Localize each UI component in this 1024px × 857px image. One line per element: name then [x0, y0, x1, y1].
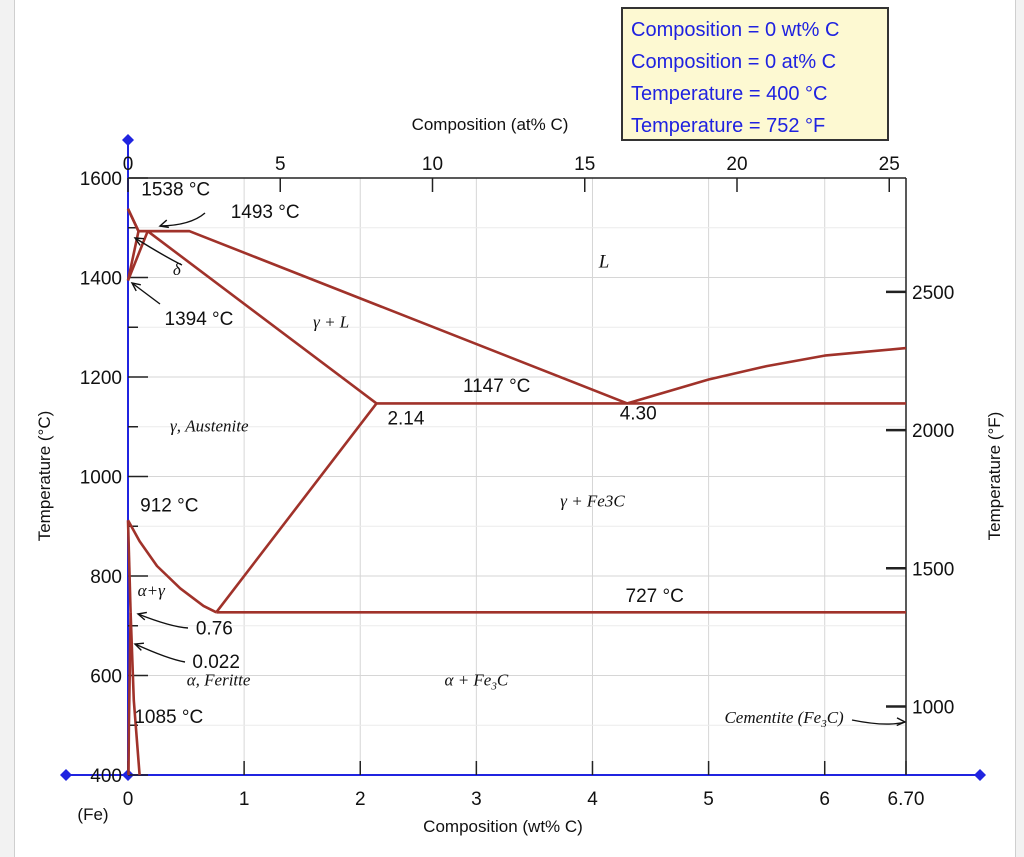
y-tick-label: 1600	[80, 169, 122, 190]
phase-boundary-liquidus-left	[126, 208, 628, 405]
x-tick-label: 5	[703, 789, 714, 810]
phase-label: α + Fe3C	[445, 670, 509, 692]
y-tick-label: 800	[90, 567, 122, 588]
phase-boundary-acm-line	[215, 402, 378, 614]
top-tick-label: 20	[726, 154, 747, 175]
phase-boundary-alpha-solvus-2	[129, 612, 141, 776]
pointer-0022-head	[133, 642, 145, 651]
y-tick-label: 400	[90, 766, 122, 787]
y-tick-label: 1000	[80, 468, 122, 489]
annotation-label: 1538 °C	[141, 179, 210, 200]
phase-label: L	[598, 252, 610, 273]
y-tick-label: 1200	[80, 368, 122, 389]
annotation-label: 1493 °C	[231, 202, 300, 223]
x-tick-label: 6.70	[888, 789, 925, 810]
annotation-label: 912 °C	[140, 495, 198, 516]
app-frame	[14, 0, 1016, 857]
readout-composition-at: Composition = 0 at% C	[631, 51, 837, 73]
pointer-1493	[159, 212, 206, 227]
phase-label: γ + Fe3C	[560, 491, 625, 510]
phase-boundary-gamma-solidus	[146, 230, 378, 405]
y-tick-label: 1400	[80, 269, 122, 290]
annotation-label: 0.76	[196, 619, 233, 640]
x-tick-label: 0	[123, 789, 134, 810]
value-readout-panel: Composition = 0 wt% C Composition = 0 at…	[621, 7, 889, 141]
pointer-cementite-head	[896, 717, 907, 727]
annotation-label: 0.022	[192, 652, 240, 673]
pointer-1493-head	[158, 219, 169, 229]
right-tick-label: 1500	[912, 559, 954, 580]
axis-handle-diamond	[60, 769, 72, 781]
axis-handle-diamond	[122, 134, 134, 146]
annotation-label: 727 °C	[626, 586, 684, 607]
annotation-label: 4.30	[620, 403, 657, 424]
pointer-cementite	[851, 719, 906, 725]
annotation-label: 2.14	[387, 408, 424, 429]
axis-handle-diamond	[974, 769, 986, 781]
top-tick-label: 25	[879, 154, 900, 175]
y-tick-label: 600	[90, 667, 122, 688]
x-tick-label: 2	[355, 789, 366, 810]
x-tick-label: 4	[587, 789, 598, 810]
phase-boundary-delta-gamma-lower	[126, 230, 149, 281]
phase-label: γ, Austenite	[170, 417, 249, 436]
readout-temperature-f: Temperature = 752 °F	[631, 115, 826, 137]
right-tick-label: 1000	[912, 697, 954, 718]
top-axis-title: Composition (at% C)	[412, 115, 569, 134]
top-tick-label: 5	[275, 154, 286, 175]
phase-label: γ + L	[313, 312, 349, 331]
pointer-delta-head	[133, 237, 145, 246]
readout-temperature-c: Temperature = 400 °C	[631, 83, 828, 105]
annotation-label: 1147 °C	[463, 376, 530, 397]
top-tick-label: 0	[123, 154, 134, 175]
phase-label: α+γ	[138, 581, 166, 600]
pointer-1394	[131, 282, 161, 305]
phase-label: α, Feritte	[187, 670, 251, 689]
top-tick-label: 15	[574, 154, 595, 175]
phase-label: Cementite (Fe3C)	[724, 708, 844, 730]
phase-boundary-a3-line	[126, 519, 217, 614]
annotation-label: 1394 °C	[165, 309, 234, 330]
pointer-076-head	[136, 611, 147, 621]
phase-label: δ	[173, 260, 182, 279]
right-axis-title: Temperature (°F)	[985, 412, 1004, 541]
right-tick-label: 2000	[912, 421, 954, 442]
pointer-1394-head	[130, 282, 141, 292]
annotation-label: 1085 °C	[134, 707, 203, 728]
pointer-delta	[134, 237, 183, 266]
phase-boundary-alpha-solvus	[127, 612, 132, 776]
pointer-076	[137, 613, 189, 629]
right-tick-label: 2500	[912, 283, 954, 304]
phase-boundary-alpha-boundary	[126, 520, 132, 613]
pointer-0022	[134, 643, 186, 663]
top-tick-label: 10	[422, 154, 443, 175]
phase-boundary-liquidus-right	[626, 346, 907, 405]
phase-boundary-delta-solidus	[126, 208, 140, 232]
x-tick-label: 6	[819, 789, 830, 810]
y-axis-title: Temperature (°C)	[35, 411, 54, 542]
x-origin-label: (Fe)	[77, 805, 108, 824]
x-axis-title: Composition (wt% C)	[423, 817, 583, 836]
readout-composition-wt: Composition = 0 wt% C	[631, 19, 840, 41]
x-tick-label: 1	[239, 789, 250, 810]
x-tick-label: 3	[471, 789, 482, 810]
